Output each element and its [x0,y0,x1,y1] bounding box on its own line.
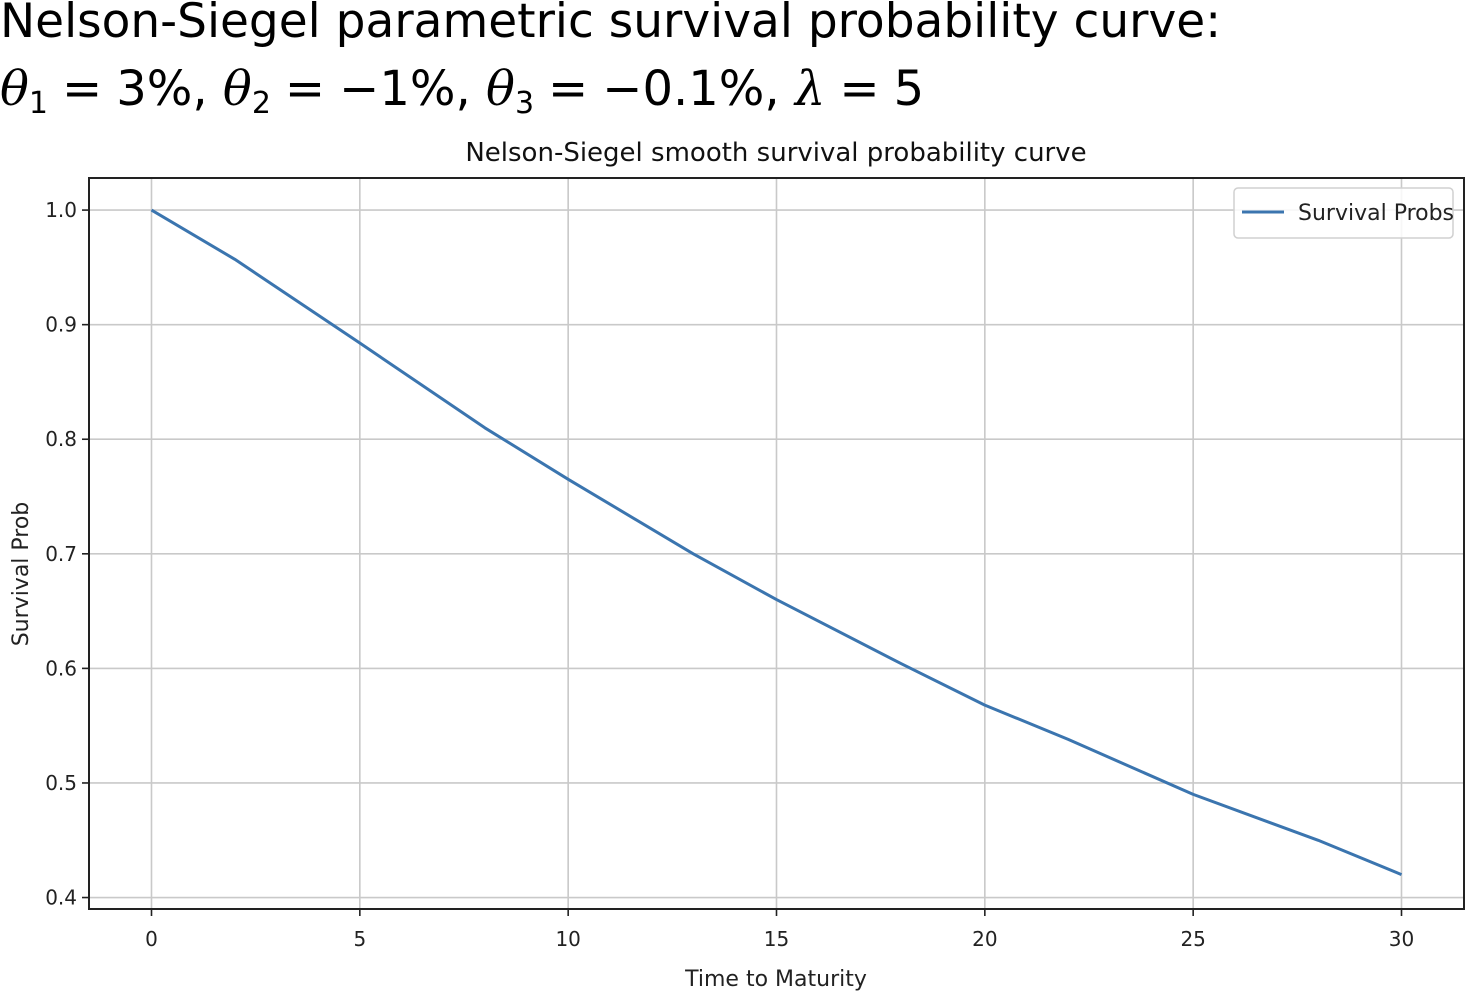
survival-probability-chart: Nelson-Siegel smooth survival probabilit… [9,138,1465,992]
grid-layer [89,178,1464,909]
theta2-value: −1% [339,61,456,117]
theta2-subscript: 2 [251,86,271,121]
x-tick-label: 30 [1389,927,1414,951]
equals-sign: = [839,61,880,117]
x-tick-label: 15 [764,927,789,951]
lambda-symbol: λ [794,61,826,117]
equals-sign: = [62,61,103,117]
y-tick-label: 0.8 [45,427,77,451]
legend: Survival Probs [1233,187,1454,239]
chart-title: Nelson-Siegel smooth survival probabilit… [465,138,1086,168]
x-tick-label: 10 [555,927,580,951]
x-tick-label: 5 [353,927,366,951]
theta2-symbol: θ [222,61,252,117]
y-tick-label: 1.0 [45,198,77,222]
series-layer [150,208,1403,876]
tick-layer: 0 5 10 15 20 25 30 0.4 0.5 0.6 0.7 0.8 0.9 1.0 [45,198,1414,951]
y-tick-label: 0.6 [45,656,77,680]
slide-title: Nelson-Siegel parametric survival probab… [0,0,1222,49]
comma: , [192,61,208,117]
theta1-symbol: θ [0,61,29,117]
equals-sign: = [284,61,326,117]
lambda-value: 5 [893,61,925,117]
x-tick-label: 0 [145,927,158,951]
legend-box [1233,187,1454,239]
y-tick-label: 0.7 [45,542,77,566]
y-tick-label: 0.5 [45,771,77,795]
parameter-formula: θ1 = 3%, θ2 = −1%, θ3 = −0.1%, λ = 5 [0,60,924,133]
x-tick-label: 25 [1180,927,1205,951]
theta3-subscript: 3 [514,86,535,121]
legend-label: Survival Probs [1298,201,1454,226]
theta3-symbol: θ [486,61,515,117]
theta1-value: 3% [116,61,193,117]
y-tick-label: 0.4 [45,886,77,910]
y-tick-label: 0.9 [45,313,77,337]
comma: , [764,61,780,117]
equals-sign: = [548,61,589,117]
theta1-subscript: 1 [28,86,48,121]
comma: , [455,61,471,117]
series-line-survival-probs [150,208,1403,876]
theta3-value: −0.1% [602,61,765,117]
x-tick-label: 20 [972,927,997,951]
x-axis-label: Time to Maturity [684,967,867,992]
y-axis-label: Survival Prob [9,502,34,647]
